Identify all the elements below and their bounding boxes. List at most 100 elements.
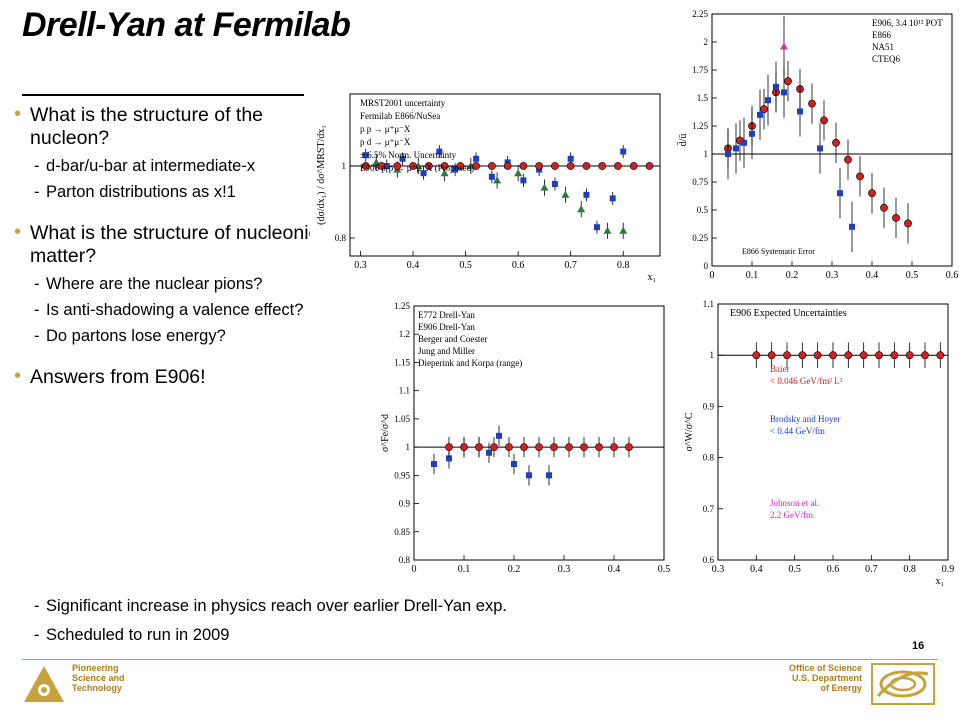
- sub-bullet: - Significant increase in physics reach o…: [34, 597, 507, 615]
- series-0: [752, 342, 945, 368]
- sub-bullet: - Do partons lose energy?: [34, 327, 226, 345]
- series-2: [361, 162, 654, 170]
- data-point: [496, 432, 502, 439]
- annotation: Brodsky and Hoyer: [770, 414, 841, 424]
- x-tick-label: 0.5: [459, 260, 472, 271]
- y-tick-label: 1.05: [394, 414, 410, 424]
- bullet-list: • What is the structure of the nucleon? …: [14, 103, 334, 389]
- data-point: [859, 351, 868, 360]
- y-tick-label: 2: [704, 37, 709, 47]
- bullet-dot-icon: •: [14, 103, 22, 125]
- data-point: [760, 105, 768, 114]
- footer-left-text: Pioneering Science and Technology: [72, 663, 125, 693]
- series-1: [725, 61, 855, 252]
- data-point: [936, 351, 945, 360]
- data-point: [505, 443, 513, 452]
- series-0: [362, 145, 627, 234]
- y-tick-label: 0.6: [703, 555, 715, 565]
- bullet-1: • What is the structure of the nucleon?: [14, 103, 334, 150]
- legend-entry: p p → μ⁺μ⁻X: [360, 124, 411, 134]
- plot-frame: [413, 305, 665, 561]
- legend-entry: E906, 3.4 10¹² POT: [872, 18, 943, 28]
- y-tick-label: 1.5: [697, 93, 709, 103]
- data-point: [460, 443, 468, 452]
- x-tick-label: 0.8: [617, 260, 630, 271]
- y-tick-label: 1.1: [399, 386, 410, 396]
- data-point: [808, 99, 816, 108]
- x-tick-label: 0.8: [903, 564, 916, 575]
- data-point: [849, 223, 855, 230]
- data-point: [561, 190, 570, 198]
- x-tick-label: 0.1: [458, 564, 471, 575]
- data-point: [550, 443, 558, 452]
- data-point: [583, 191, 590, 198]
- fermilab-logo: [22, 662, 66, 711]
- data-point: [773, 83, 779, 90]
- data-point: [798, 351, 807, 360]
- data-point: [837, 190, 843, 197]
- data-point: [546, 472, 552, 479]
- data-point: [567, 155, 574, 162]
- data-point: [511, 461, 517, 468]
- x-tick-label: 0.4: [608, 564, 621, 575]
- data-point: [765, 97, 771, 104]
- footer-right-text: Office of Science U.S. Department of Ene…: [788, 663, 862, 693]
- data-point: [609, 195, 616, 202]
- data-point: [445, 443, 453, 452]
- data-point: [614, 162, 622, 170]
- data-point: [372, 158, 381, 166]
- x-axis-label: x₁: [648, 272, 657, 283]
- data-point: [566, 162, 575, 170]
- data-point: [921, 351, 929, 360]
- data-point: [832, 138, 840, 147]
- title-underline: [22, 94, 304, 96]
- x-axis-label: x: [943, 282, 948, 284]
- chart-nucleon-ratio: 0.3 0.4 0.5 0.6 0.7 0.8 1 0.8 x₁ (dσ/dx₁) / dσ^MR…: [310, 88, 666, 284]
- x-tick-label: 0.4: [750, 564, 763, 575]
- sub-bullet: - d-bar/u-bar at intermediate-x: [34, 157, 256, 175]
- data-point: [625, 443, 633, 452]
- data-point: [817, 145, 823, 152]
- legend-entry: Dieperink and Korpa (range): [418, 358, 522, 368]
- data-point: [725, 151, 731, 157]
- x-tick-label: 0: [710, 270, 715, 281]
- y-tick-label: 1: [710, 350, 715, 360]
- bullet-3: • Answers from E906!: [14, 365, 334, 389]
- legend-entry: E866: [872, 30, 891, 40]
- data-point: [582, 162, 591, 170]
- data-point: [519, 162, 528, 170]
- bullet-dot-icon: •: [14, 365, 22, 387]
- data-point: [733, 145, 739, 152]
- y-axis-label: d̄/ū: [677, 134, 689, 147]
- y-tick-label: 1.1: [703, 299, 714, 309]
- y-tick-label: 0.75: [692, 177, 708, 187]
- legend-entry: E906 p-p → μ⁺μ⁻X (Proposed): [360, 163, 474, 173]
- data-point: [456, 162, 465, 170]
- legend-entry: E906 Drell-Yan: [418, 322, 475, 332]
- y-tick-label: 0.8: [703, 453, 715, 463]
- legend-entry: p d → μ⁺μ⁻X: [360, 137, 411, 147]
- data-point: [645, 162, 654, 170]
- x-tick-label: 0.6: [946, 270, 958, 281]
- data-point: [780, 42, 788, 50]
- data-point: [420, 170, 427, 177]
- annotation: < 0.046 GeV/fm² L²: [770, 376, 843, 386]
- legend-entry: ± 6.5% Norm. Uncertainty: [360, 150, 457, 160]
- x-tick-label: 0.2: [786, 270, 799, 281]
- data-point: [526, 472, 532, 479]
- data-point: [749, 130, 755, 137]
- legend-entry: Jung and Miller: [418, 346, 475, 356]
- data-point: [880, 203, 888, 212]
- data-point: [767, 351, 776, 360]
- x-tick-label: 0: [412, 564, 417, 575]
- sub-bullet: - Scheduled to run in 2009: [34, 626, 230, 644]
- bullet-3-subs: - Significant increase in physics reach o…: [34, 596, 507, 654]
- annotation: E866 Systematic Error: [742, 247, 815, 256]
- legend-entry: Fermilab E866/NuSea: [360, 111, 440, 121]
- data-point: [595, 443, 603, 452]
- data-point: [875, 351, 883, 360]
- data-point: [551, 181, 558, 187]
- data-point: [797, 108, 803, 115]
- data-point: [619, 226, 628, 234]
- x-tick-label: 0.6: [512, 260, 525, 271]
